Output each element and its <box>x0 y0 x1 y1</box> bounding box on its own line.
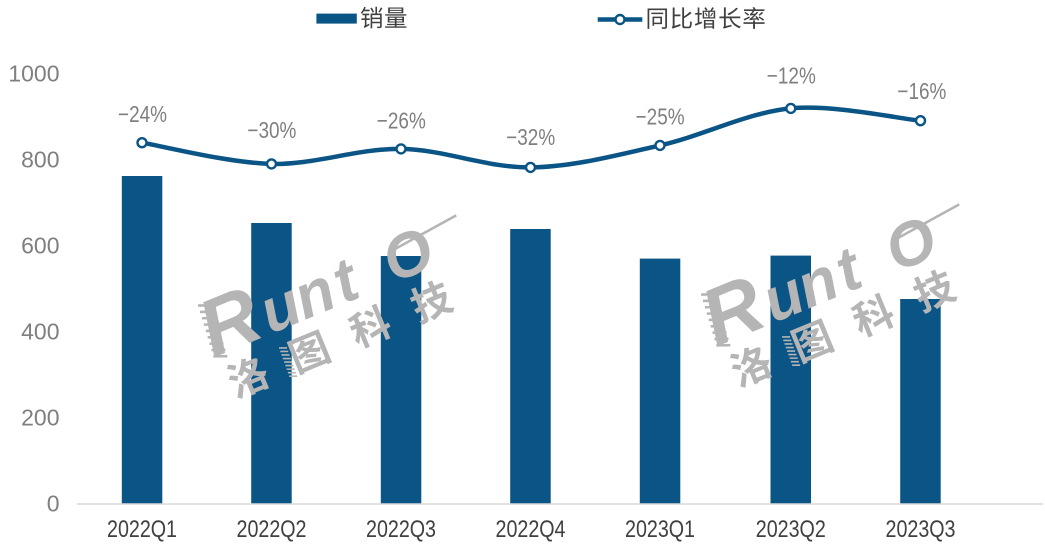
svg-text:−24%: −24% <box>118 101 167 127</box>
svg-text:800: 800 <box>21 147 59 173</box>
svg-text:−30%: −30% <box>247 117 296 143</box>
svg-text:−12%: −12% <box>767 62 816 88</box>
svg-text:2023Q1: 2023Q1 <box>625 516 695 543</box>
svg-text:−26%: −26% <box>377 107 426 133</box>
svg-text:2023Q2: 2023Q2 <box>756 516 826 543</box>
svg-text:−16%: −16% <box>897 78 946 104</box>
svg-text:2022Q1: 2022Q1 <box>107 516 177 543</box>
svg-text:600: 600 <box>21 233 59 259</box>
svg-text:−32%: −32% <box>506 124 555 150</box>
svg-text:0: 0 <box>47 491 60 517</box>
svg-text:1000: 1000 <box>8 61 59 87</box>
svg-text:2022Q3: 2022Q3 <box>366 516 436 543</box>
svg-text:200: 200 <box>21 405 59 431</box>
svg-text:400: 400 <box>21 319 59 345</box>
svg-text:2022Q2: 2022Q2 <box>237 516 307 543</box>
svg-text:2022Q4: 2022Q4 <box>496 516 566 543</box>
svg-text:2023Q3: 2023Q3 <box>886 516 956 543</box>
svg-text:−25%: −25% <box>636 104 685 130</box>
